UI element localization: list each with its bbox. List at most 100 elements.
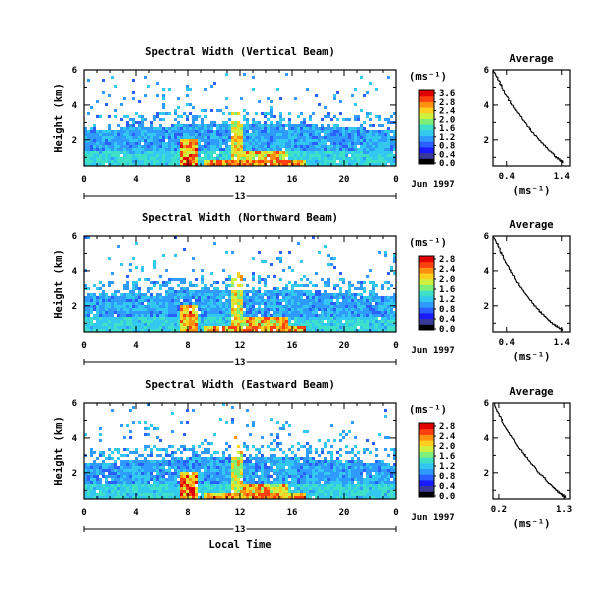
- heatmap-cell: [282, 299, 285, 302]
- heatmap-cell: [168, 475, 171, 478]
- heatmap-cell: [384, 251, 387, 254]
- heatmap-cell: [258, 139, 261, 142]
- heatmap-cell: [108, 257, 111, 260]
- heatmap-cell: [252, 290, 255, 293]
- heatmap-cell: [246, 317, 249, 320]
- heatmap-cell: [120, 478, 123, 481]
- heatmap-cell: [270, 100, 273, 103]
- heatmap-cell: [270, 314, 273, 317]
- heatmap-cell: [357, 457, 360, 460]
- heatmap-cell: [222, 151, 225, 154]
- heatmap-cell: [318, 466, 321, 469]
- heatmap-cell: [297, 472, 300, 475]
- heatmap-cell: [216, 469, 219, 472]
- colorbar: 0.00.40.81.21.62.02.42.83.6(ms⁻¹): [409, 71, 456, 169]
- heatmap-cell: [84, 329, 87, 332]
- heatmap-cell: [330, 445, 333, 448]
- avg-y-tick-label: 2: [484, 136, 489, 146]
- heatmap-cell: [297, 163, 300, 166]
- heatmap-cell: [156, 314, 159, 317]
- heatmap-cell: [360, 320, 363, 323]
- heatmap-cell: [339, 139, 342, 142]
- heatmap-cell: [246, 151, 249, 154]
- heatmap-cell: [291, 305, 294, 308]
- heatmap-cell: [243, 490, 246, 493]
- heatmap-cell: [168, 154, 171, 157]
- heatmap-cell: [231, 481, 234, 484]
- heatmap-cell: [168, 308, 171, 311]
- heatmap-cell: [336, 469, 339, 472]
- heatmap-cell: [351, 308, 354, 311]
- heatmap-cell: [267, 487, 270, 490]
- heatmap-cell: [282, 287, 285, 290]
- heatmap-cell: [300, 317, 303, 320]
- average-title: Average: [509, 53, 553, 65]
- heatmap-cell: [273, 487, 276, 490]
- heatmap-cell: [162, 323, 165, 326]
- heatmap-cell: [225, 154, 228, 157]
- heatmap-cell: [153, 463, 156, 466]
- heatmap-cell: [243, 148, 246, 151]
- heatmap-cell: [240, 329, 243, 332]
- heatmap-cell: [363, 130, 366, 133]
- heatmap-cell: [222, 490, 225, 493]
- heatmap-cell: [378, 484, 381, 487]
- heatmap-cell: [183, 278, 186, 281]
- heatmap-cell: [114, 151, 117, 154]
- heatmap-cell: [138, 323, 141, 326]
- heatmap-cell: [366, 302, 369, 305]
- heatmap-cell: [168, 317, 171, 320]
- heatmap-cell: [270, 496, 273, 499]
- heatmap-cell: [345, 163, 348, 166]
- heatmap-cell: [366, 469, 369, 472]
- heatmap-cell: [291, 127, 294, 130]
- heatmap-cell: [327, 281, 330, 284]
- heatmap-cell: [150, 487, 153, 490]
- heatmap-cell: [285, 460, 288, 463]
- heatmap-cell: [318, 320, 321, 323]
- heatmap-cell: [93, 487, 96, 490]
- heatmap-cell: [144, 490, 147, 493]
- heatmap-cell: [276, 457, 279, 460]
- heatmap-cell: [135, 305, 138, 308]
- heatmap-cell: [282, 320, 285, 323]
- heatmap-cell: [216, 124, 219, 127]
- heatmap-cell: [168, 151, 171, 154]
- heatmap-cell: [333, 130, 336, 133]
- heatmap-cell: [303, 472, 306, 475]
- heatmap-cell: [156, 308, 159, 311]
- heatmap-cell: [108, 94, 111, 97]
- heatmap-cell: [366, 160, 369, 163]
- heatmap-cell: [195, 278, 198, 281]
- heatmap-cell: [351, 451, 354, 454]
- heatmap-cell: [342, 154, 345, 157]
- heatmap-cell: [381, 460, 384, 463]
- heatmap-cell: [363, 329, 366, 332]
- heatmap-cell: [333, 484, 336, 487]
- heatmap-cell: [246, 329, 249, 332]
- heatmap-cell: [390, 160, 393, 163]
- heatmap-cell: [120, 320, 123, 323]
- heatmap-cell: [144, 329, 147, 332]
- heatmap-cell: [189, 112, 192, 115]
- heatmap-cell: [309, 290, 312, 293]
- heatmap-cell: [108, 466, 111, 469]
- heatmap-cell: [207, 484, 210, 487]
- heatmap-cell: [288, 469, 291, 472]
- heatmap-cell: [228, 484, 231, 487]
- heatmap-cell: [270, 145, 273, 148]
- heatmap-cell: [342, 481, 345, 484]
- heatmap-cell: [225, 160, 228, 163]
- heatmap-cell: [219, 163, 222, 166]
- heatmap-cell: [105, 496, 108, 499]
- heatmap-cell: [312, 484, 315, 487]
- heatmap-cell: [195, 460, 198, 463]
- heatmap-cell: [345, 293, 348, 296]
- heatmap-cell: [189, 154, 192, 157]
- heatmap-cell: [339, 290, 342, 293]
- heatmap-cell: [339, 329, 342, 332]
- heatmap-cell: [204, 496, 207, 499]
- heatmap-cell: [186, 296, 189, 299]
- heatmap-cell: [201, 163, 204, 166]
- heatmap-cell: [120, 460, 123, 463]
